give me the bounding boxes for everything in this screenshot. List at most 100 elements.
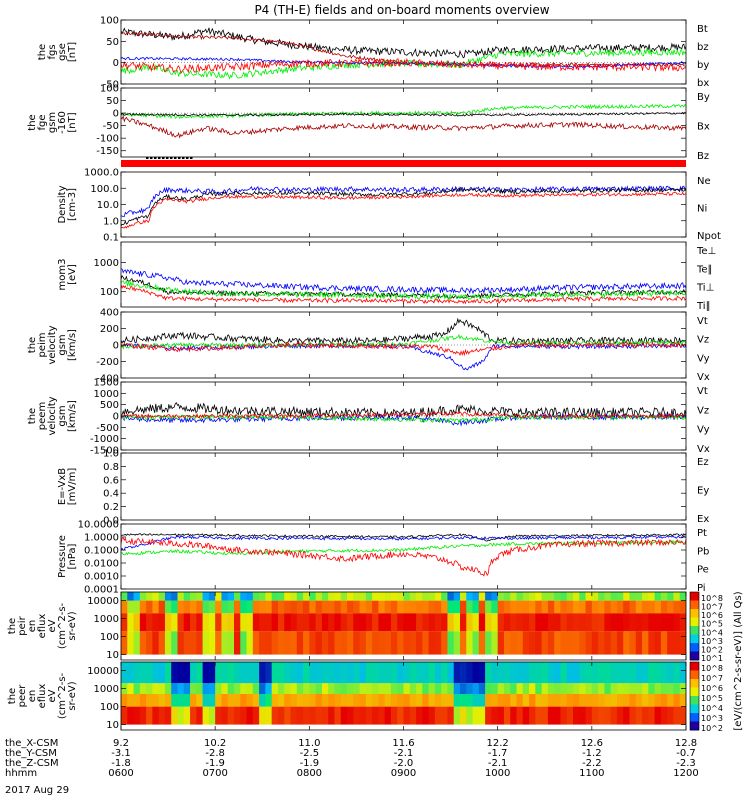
spectrogram-cell — [472, 683, 480, 695]
spectrogram-cell — [516, 694, 524, 707]
spectrogram-cell — [635, 706, 643, 725]
spectrogram-cell — [403, 592, 411, 601]
spectrogram-cell — [547, 631, 555, 655]
spectrogram-cell — [579, 631, 587, 655]
spectrogram-cell — [359, 600, 367, 614]
spectrogram-cell — [616, 683, 624, 695]
colorbar-tick-label: 10^6 — [701, 611, 723, 620]
spectrogram-cell — [478, 706, 486, 725]
spectrogram-cell — [604, 662, 612, 684]
spectrogram-cell — [535, 683, 543, 695]
spectrogram-cell — [390, 683, 398, 695]
spectrogram-cell — [240, 683, 248, 695]
y-axis-label: mom3 — [57, 259, 68, 291]
spectrogram-cell — [133, 600, 141, 614]
spectrogram-cell — [409, 694, 417, 707]
spectrogram-cell — [466, 600, 474, 614]
spectrogram-cell — [227, 662, 235, 684]
spectrogram-cell — [164, 592, 172, 601]
y-axis-label: the — [27, 337, 38, 353]
spectrogram-cell — [146, 662, 153, 684]
ephemeris-value: 9.2 — [113, 738, 129, 749]
spectrogram-cell — [328, 706, 336, 725]
ephemeris-row-label: hhmm — [5, 768, 37, 779]
legend-entry: By — [697, 92, 710, 103]
y-axis-label: [cm-3] — [67, 188, 78, 221]
spectrogram-cell — [516, 683, 524, 695]
spectrogram-cell — [491, 683, 499, 695]
spectrogram-cell — [121, 592, 128, 601]
spectrogram-cell — [121, 662, 128, 684]
spectrogram-cell — [315, 683, 323, 695]
spectrogram-cell — [585, 662, 593, 684]
colorbar-tick-label: 10^7 — [701, 674, 723, 683]
spectrogram-cell — [591, 613, 599, 632]
colorbar-tick-label: 10^3 — [701, 714, 723, 723]
ephemeris-value: 1200 — [673, 768, 698, 779]
spectrogram-cell — [196, 683, 204, 695]
spectrogram-cell — [434, 662, 442, 684]
spectrogram-cell — [491, 662, 499, 684]
spectrogram-cell — [390, 600, 398, 614]
spectrogram-cell — [202, 706, 210, 725]
spectrogram-cell — [202, 631, 210, 655]
legend-entry: Ez — [697, 457, 709, 468]
spectrogram-cell — [535, 706, 543, 725]
spectrogram-cell — [403, 694, 411, 707]
legend-entry: Pt — [697, 528, 707, 539]
data-quality-bar — [121, 160, 686, 167]
spectrogram-cell — [152, 613, 160, 632]
spectrogram-cell — [378, 694, 386, 707]
spectrogram-cell — [240, 631, 248, 655]
spectrogram-cell — [591, 592, 599, 601]
spectrogram-cell — [277, 613, 285, 632]
spectrogram-cell — [190, 613, 197, 632]
spectrogram-cell — [265, 706, 273, 725]
spectrogram-cell — [290, 694, 298, 707]
spectrogram-cell — [472, 592, 480, 601]
spectrogram-cell — [378, 600, 386, 614]
spectrogram-cell — [340, 694, 348, 707]
panel-frame — [120, 87, 687, 158]
spectrogram-cell — [566, 631, 574, 655]
spectrogram-cell — [309, 631, 317, 655]
spectrogram-cell — [347, 631, 354, 655]
ephemeris-value: 0900 — [391, 768, 416, 779]
spectrogram-cell — [573, 662, 580, 684]
spectrogram-cell — [428, 613, 436, 632]
spectrogram-cell — [660, 592, 668, 601]
series-line-0 — [121, 185, 686, 218]
spectrogram-cell — [560, 662, 568, 684]
spectrogram-cell — [604, 592, 612, 601]
spectrogram-cell — [547, 592, 555, 601]
spectrogram-cell — [303, 662, 310, 684]
spectrogram-cell — [472, 631, 480, 655]
spectrogram-cell — [353, 662, 361, 684]
spectrogram-cell — [434, 600, 442, 614]
spectrogram-cell — [171, 592, 179, 601]
spectrogram-cell — [616, 592, 624, 601]
spectrogram-cell — [397, 600, 405, 614]
spectrogram-cell — [309, 694, 317, 707]
spectrogram-cell — [403, 600, 411, 614]
spectrogram-cell — [610, 683, 618, 695]
spectrogram-cell — [441, 706, 449, 725]
colorbar-tick-label: 10^6 — [701, 684, 723, 693]
ephemeris-value: -1.7 — [488, 748, 508, 759]
spectrogram-cell — [403, 662, 411, 684]
spectrogram-cell — [441, 631, 449, 655]
spectrogram-cell — [585, 706, 593, 725]
spectrogram-cell — [453, 694, 461, 707]
spectrogram-cell — [328, 592, 336, 601]
spectrogram-cell — [522, 631, 530, 655]
y-axis-label: the — [27, 408, 38, 424]
spectrogram-cell — [152, 592, 160, 601]
spectrogram-cell — [234, 662, 241, 684]
spectrogram-cell — [434, 706, 442, 725]
spectrogram-cell — [365, 592, 373, 601]
spectrogram-cell — [133, 706, 141, 725]
spectrogram-cell — [334, 631, 342, 655]
spectrogram-cell — [510, 592, 518, 601]
spectrogram-cell — [246, 600, 254, 614]
